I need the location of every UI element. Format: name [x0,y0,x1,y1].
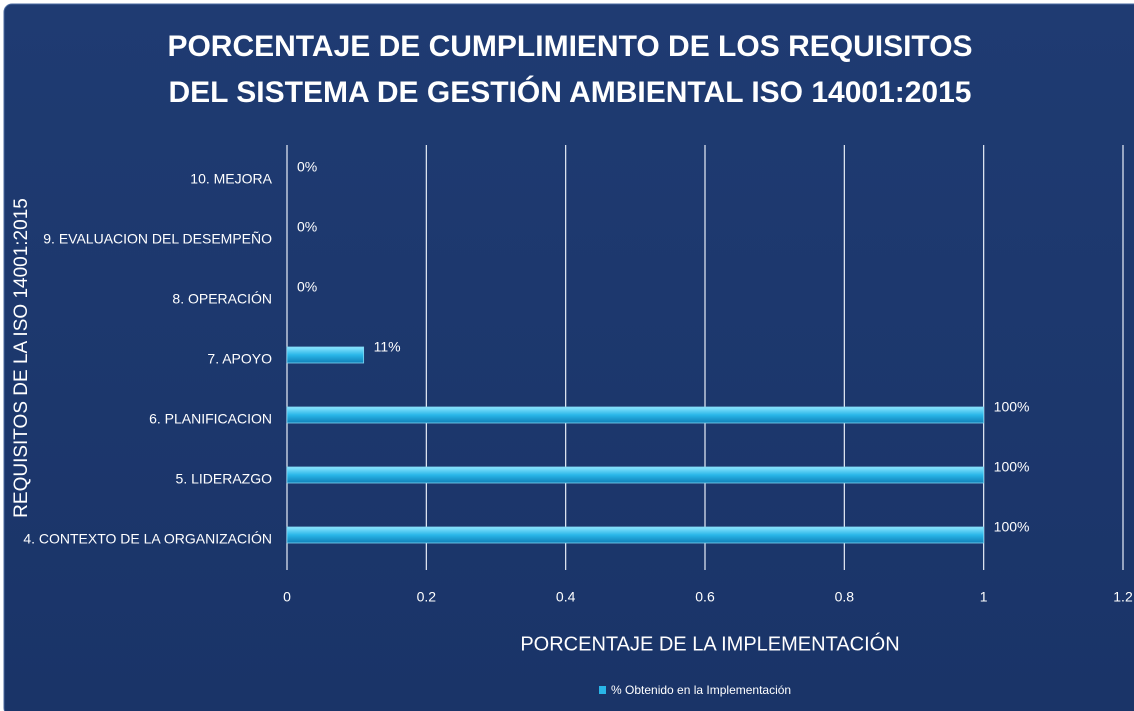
data-label: 0% [297,279,317,295]
x-tick-label: 0 [283,589,291,605]
data-label: 11% [374,339,401,355]
x-tick-label: 1 [980,589,988,605]
y-axis-title: REQUISITOS DE LA ISO 14001:2015 [11,198,32,518]
x-tick-label: 0.8 [835,589,855,605]
y-tick-label: 10. MEJORA [190,171,272,187]
x-tick-label: 0.4 [556,589,576,605]
legend-swatch [599,686,606,694]
x-tick-label: 0.2 [417,589,437,605]
x-tick-label: 0.6 [695,589,715,605]
x-tick-label: 1.2 [1113,589,1133,605]
x-axis-title: PORCENTAJE DE LA IMPLEMENTACIÓN [520,632,899,655]
bar [286,346,365,364]
legend-label: % Obtenido en la Implementación [611,683,791,697]
y-tick-label: 5. LIDERAZGO [176,471,273,487]
y-tick-label: 9. EVALUACION DEL DESEMPEÑO [43,231,272,247]
y-tick-label: 4. CONTEXTO DE LA ORGANIZACIÓN [23,531,272,547]
y-tick-label: 8. OPERACIÓN [172,291,272,307]
data-label: 0% [297,219,317,235]
y-tick-label: 7. APOYO [207,351,272,367]
data-label: 100% [994,519,1030,535]
data-label: 100% [994,459,1030,475]
y-tick-label: 6. PLANIFICACION [149,411,272,427]
data-label: 0% [297,159,317,175]
bar [286,526,985,544]
chart-title: PORCENTAJE DE CUMPLIMIENTO DE LOS REQUIS… [167,30,973,109]
bar [286,466,985,484]
data-label: 100% [994,399,1030,415]
bar [286,406,985,424]
